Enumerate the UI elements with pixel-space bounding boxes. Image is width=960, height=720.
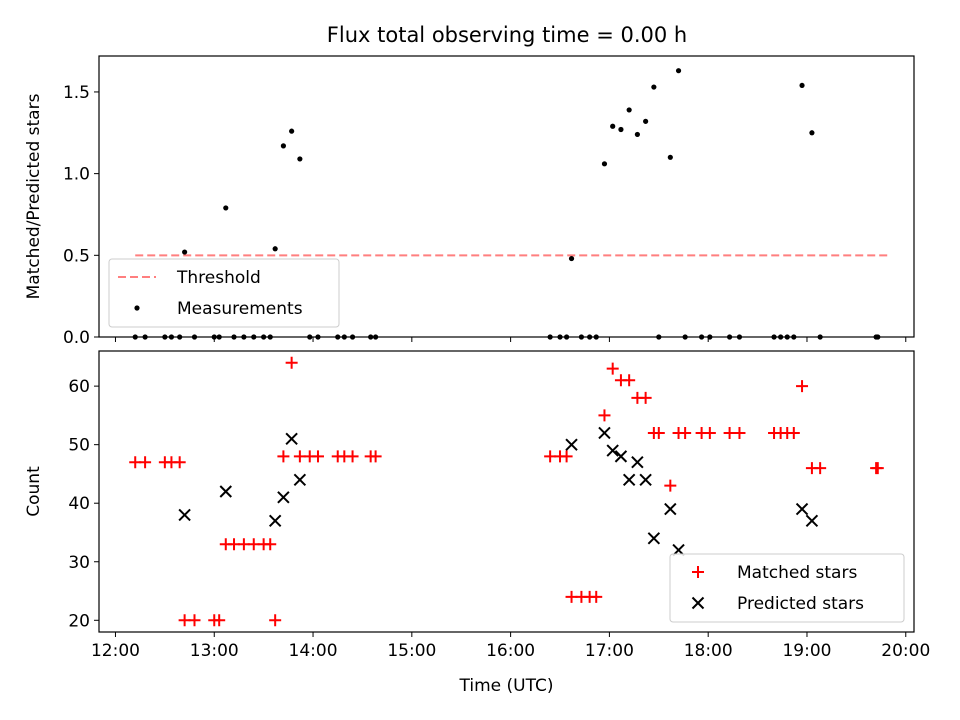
y-tick-label: 20 [68, 611, 90, 631]
x-tick-label: 17:00 [585, 641, 634, 661]
legend-label: Predicted stars [737, 594, 864, 614]
predicted-star-point [631, 456, 644, 469]
measurement-point [651, 84, 657, 90]
predicted-star-point [219, 485, 232, 498]
matched-star-point [733, 426, 746, 439]
matched-star-point [787, 426, 800, 439]
predicted-star-point [565, 438, 578, 451]
matched-star-point [679, 426, 692, 439]
measurement-point [634, 131, 640, 138]
matched-star-point [590, 590, 603, 603]
bottom-panel: 12:00 13:00 14:00 15:00 16:00 17:00 18:00 19:00… [24, 350, 930, 696]
measurement-point [568, 255, 575, 262]
y-axis-label: Matched/Predicted stars [24, 93, 44, 299]
matched-star-point [664, 479, 677, 492]
measurement-point [626, 107, 632, 113]
measurement-point [280, 143, 287, 149]
matched-star-point [814, 462, 827, 475]
predicted-star-point [285, 432, 298, 446]
measurement-point [272, 246, 278, 252]
matched-star-point [264, 538, 277, 551]
predicted-star-point [622, 473, 636, 486]
predicted-star-point [664, 502, 677, 516]
legend-box [669, 553, 905, 623]
predicted-star-point [795, 502, 809, 516]
legend: Threshold Measurements [108, 258, 340, 328]
measurement-point [223, 205, 229, 211]
legend-measurement-swatch [134, 305, 140, 311]
matched-star-point [213, 614, 226, 627]
measurement-point [799, 82, 805, 89]
legend-box [108, 258, 340, 328]
x-tick-label: 20:00 [881, 641, 930, 661]
measurement-point [610, 123, 616, 129]
matched-star-point [623, 374, 636, 387]
y-tick-label: 1.5 [63, 83, 90, 103]
y-tick-label: 50 [68, 436, 90, 456]
measurement-point [643, 118, 649, 124]
predicted-star-point [639, 473, 652, 486]
x-tick-label: 14:00 [289, 641, 338, 661]
measurement-point [809, 130, 815, 136]
measurement-point [289, 128, 295, 134]
predicted-star-point [647, 532, 661, 545]
x-tick-label: 18:00 [684, 641, 733, 661]
matched-star-point [369, 450, 382, 463]
matched-star-point [311, 450, 324, 463]
predicted-star-point [178, 508, 191, 522]
x-tick-label: 12:00 [91, 641, 140, 661]
x-tick-label: 19:00 [782, 641, 831, 661]
predicted-star-point [614, 450, 628, 463]
measurement-point [182, 249, 188, 255]
y-tick-label: 30 [68, 553, 90, 573]
matched-star-point [598, 409, 611, 422]
matched-star-point [703, 426, 716, 439]
legend-predicted-swatch [691, 596, 705, 610]
measurement-point [618, 126, 624, 133]
axes-frame [98, 350, 915, 633]
predicted-star-point [293, 473, 307, 486]
matched-star-point [639, 391, 652, 404]
y-tick-label: 60 [68, 377, 90, 397]
matched-star-point [285, 356, 298, 369]
legend-matched-swatch [692, 566, 704, 578]
x-tick-label: 13:00 [190, 641, 239, 661]
y-tick-label: 0.5 [63, 246, 90, 266]
measurement-point [667, 154, 673, 160]
matched-star-point [606, 362, 619, 375]
matched-star-point [871, 462, 884, 475]
chart-title: Flux total observing time = 0.00 h [327, 23, 687, 47]
y-tick-label: 1.0 [63, 165, 90, 185]
x-tick-label: 15:00 [387, 641, 436, 661]
matched-star-point [173, 456, 186, 469]
matched-star-point [139, 456, 152, 469]
measurement-point [675, 68, 682, 74]
legend: Matched stars Predicted stars [669, 553, 905, 623]
matched-star-point [346, 450, 359, 463]
legend-label: Measurements [177, 299, 303, 319]
legend-label: Matched stars [737, 563, 857, 583]
x-tick-label: 16:00 [486, 641, 535, 661]
matched-star-point [188, 614, 201, 627]
matched-star-point [560, 450, 573, 463]
y-tick-label: 0.0 [63, 328, 90, 348]
matched-star-point [796, 380, 809, 393]
matched-star-point [277, 450, 290, 463]
matched-star-point [269, 614, 282, 627]
x-axis-label: Time (UTC) [459, 676, 554, 696]
measurement-point [297, 156, 303, 162]
axes-frame [98, 55, 915, 338]
measurement-point [601, 161, 608, 167]
y-axis-label: Count [24, 466, 44, 517]
predicted-star-point [268, 514, 282, 527]
top-panel: 0.0 0.5 1.0 1.5 Matched/Predicted stars Thres… [24, 55, 915, 348]
y-tick-label: 40 [68, 494, 90, 514]
predicted-star-point [277, 491, 290, 504]
legend-label: Threshold [176, 268, 261, 288]
predicted-star-point [598, 426, 611, 440]
predicted-star-point [805, 514, 819, 527]
predicted-star-point [606, 444, 619, 457]
matched-star-point [652, 426, 665, 439]
